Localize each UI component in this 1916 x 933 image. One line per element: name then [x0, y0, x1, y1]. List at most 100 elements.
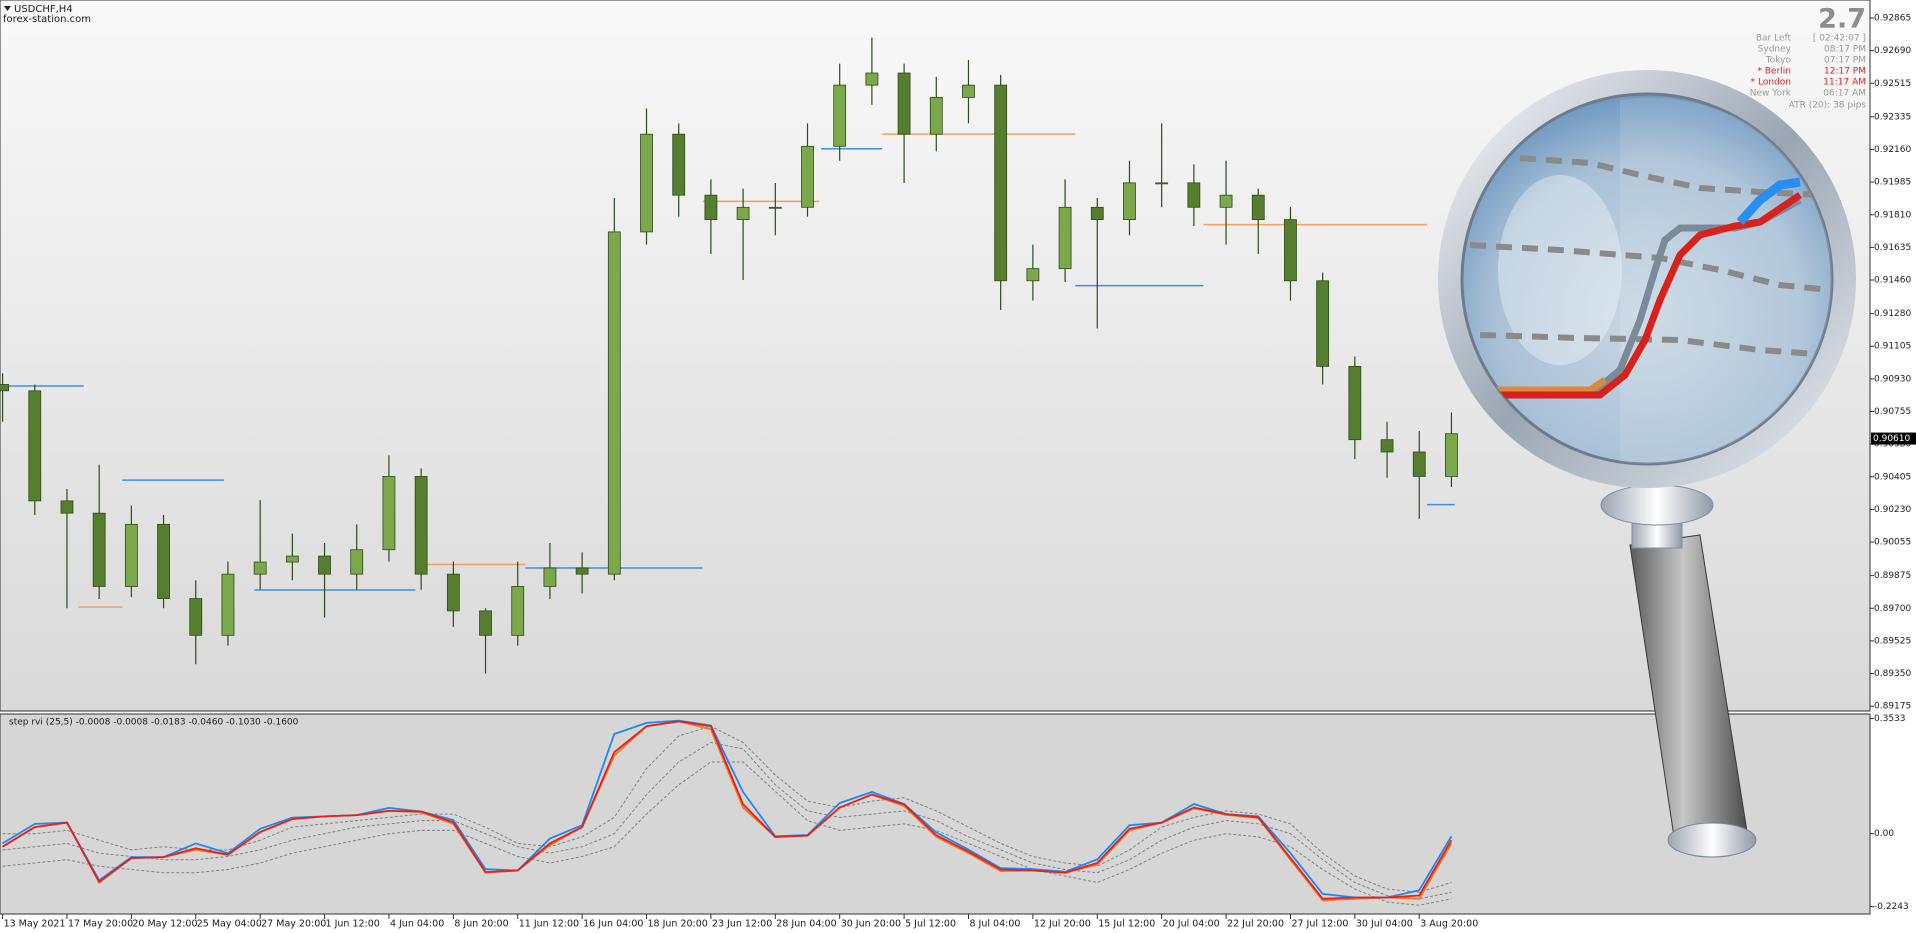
y-tick-label: 0.91280: [1874, 309, 1911, 319]
x-tick-label: 20 Jul 04:00: [1163, 919, 1220, 930]
x-tick-label: 16 Jun 04:00: [583, 919, 643, 930]
y-tick-label: 0.89525: [1874, 636, 1911, 646]
x-tick-label: 30 Jul 04:00: [1356, 919, 1413, 930]
session-label: Bar Left: [1756, 34, 1792, 44]
candle-body: [1187, 182, 1201, 208]
candle-body: [1219, 194, 1233, 208]
candle-body: [253, 561, 267, 575]
session-value: [ 02:42:07 ]: [1813, 34, 1866, 44]
y-tick-label: 0.89875: [1874, 571, 1911, 581]
x-tick-label: 17 May 20:00: [68, 919, 133, 930]
magnifier-ring: [1438, 70, 1856, 488]
y-tick-label: 0.90405: [1874, 472, 1911, 482]
candle-body: [1058, 206, 1072, 270]
y-tick-label: 0.91810: [1874, 210, 1911, 220]
session-info: Bar Left [ 02:42:07 ] Sydney 08:17 PM Tokyo 0…: [1750, 34, 1866, 99]
dashed-line: [2, 725, 1452, 893]
y-tick-label: 0.00: [1874, 829, 1894, 839]
session-value: 12:17 PM: [1824, 67, 1866, 77]
y-tick-label: -0.2243: [1874, 902, 1909, 912]
candle-body: [60, 500, 74, 514]
candle-body: [157, 523, 170, 599]
session-label: * London: [1751, 78, 1791, 88]
indicator-title: step rvi (25,5) -0.0008 -0.0008 -0.0183 …: [9, 718, 299, 728]
candle-body: [833, 84, 847, 147]
candle-body: [1251, 194, 1265, 221]
candle-body: [511, 586, 525, 636]
x-tick-label: 1 Jun 12:00: [326, 919, 380, 930]
candle-body: [350, 549, 364, 575]
x-tick-label: 15 Jul 12:00: [1098, 919, 1155, 930]
source-label: forex-station.com: [3, 14, 91, 25]
candle-body: [0, 384, 9, 392]
candle-body: [1348, 365, 1362, 441]
y-tick-label: 0.89350: [1874, 669, 1911, 679]
y-tick-label: 0.90580: [1874, 440, 1911, 450]
candle-body: [414, 476, 428, 575]
y-tick-label: 0.91105: [1874, 342, 1911, 352]
y-tick-label: 0.92335: [1874, 112, 1911, 122]
lens-red-line: [1495, 192, 1802, 399]
candle-body: [1026, 268, 1040, 282]
y-tick-label: 0.90930: [1874, 374, 1911, 384]
symbol-title: USDCHF,H4: [14, 4, 73, 15]
session-value: 06:17 AM: [1823, 89, 1866, 99]
y-tick-label: 0.92160: [1874, 145, 1911, 155]
x-tick-label: 25 May 04:00: [197, 919, 262, 930]
y-tick-label: 0.92690: [1874, 46, 1911, 56]
x-tick-label: 12 Jul 20:00: [1034, 919, 1091, 930]
axes: 0.92865 0.92690 0.92515 0.92335 0.92160 0.919…: [2, 13, 1916, 930]
candle-body: [285, 555, 299, 563]
candle-body: [446, 573, 460, 612]
menu-arrow[interactable]: [4, 6, 11, 11]
lens-blue-line: [1736, 177, 1801, 226]
candle-body: [189, 598, 203, 636]
y-tick-label: 0.89700: [1874, 604, 1911, 614]
x-tick-label: 20 May 12:00: [132, 919, 197, 930]
indicator-plot: [2, 719, 1453, 906]
y-tick-label: 0.91635: [1874, 243, 1911, 253]
candle-body: [768, 206, 782, 209]
candle-body: [607, 231, 621, 575]
candle-body: [1412, 451, 1426, 477]
indicator-line: [2, 719, 1453, 899]
y-tick-label: 0.90055: [1874, 538, 1911, 548]
candle-body: [1155, 182, 1169, 185]
session-value: 11:17 AM: [1823, 78, 1866, 88]
x-tick-label: 22 Jul 20:00: [1227, 919, 1284, 930]
candle-body: [1445, 433, 1458, 477]
y-tick-label: 0.91985: [1874, 178, 1911, 188]
indicator-line: [2, 720, 1453, 900]
y-tick-label: 0.3533: [1874, 714, 1906, 724]
y-tick-label: 0.92515: [1874, 79, 1911, 89]
x-tick-label: 11 Jun 12:00: [519, 919, 579, 930]
session-value: 08:17 PM: [1824, 45, 1866, 55]
candle-body: [1316, 280, 1330, 367]
candle-body: [962, 84, 975, 98]
candle-body: [318, 555, 331, 575]
candle-body: [28, 390, 42, 502]
x-tick-label: 8 Jul 04:00: [969, 919, 1020, 930]
y-tick-label: 0.90230: [1874, 505, 1911, 515]
candle-body: [1284, 219, 1297, 282]
candle-body: [479, 610, 492, 636]
candle-body: [865, 72, 879, 86]
session-label: New York: [1750, 89, 1792, 99]
dashed-line: [2, 741, 1452, 900]
candle-body: [1380, 439, 1394, 453]
magnifier-collar: [1600, 484, 1714, 526]
candle-body: [672, 133, 686, 196]
candle-body: [92, 512, 106, 587]
indicator-panel: [0, 713, 1871, 915]
candle-body: [382, 476, 396, 551]
lens-dashed-lines: [1469, 155, 1831, 358]
session-label: Sydney: [1758, 45, 1792, 55]
candle-body: [1123, 182, 1136, 221]
main-plot: [0, 37, 1458, 674]
x-tick-label: 13 May 2021: [4, 919, 66, 930]
x-tick-label: 28 Jun 04:00: [776, 919, 836, 930]
candle-body: [221, 573, 235, 636]
candle-body: [543, 567, 557, 587]
x-tick-label: 27 Jul 12:00: [1291, 919, 1348, 930]
